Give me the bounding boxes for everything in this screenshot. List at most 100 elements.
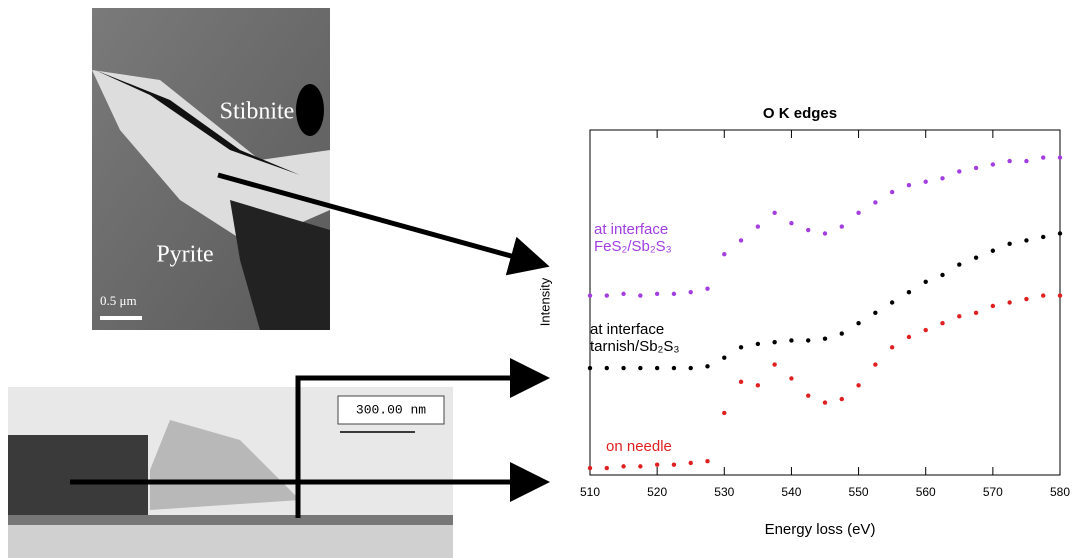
data-point [856,383,860,387]
data-point [856,321,860,325]
data-point [806,338,810,342]
data-point [705,459,709,463]
data-point [890,300,894,304]
data-point [940,176,944,180]
data-point [772,362,776,366]
data-point [991,304,995,308]
data-point [605,366,609,370]
data-point [806,228,810,232]
data-point [991,162,995,166]
data-point [739,345,743,349]
plot-frame [590,130,1060,475]
data-point [789,376,793,380]
data-point [689,290,693,294]
data-point [655,462,659,466]
label-pyrite: Pyrite [156,242,213,268]
data-point [907,335,911,339]
data-point [873,200,877,204]
data-point [621,292,625,296]
data-point [1007,300,1011,304]
data-point [974,255,978,259]
data-point [1007,159,1011,163]
data-point [1041,235,1045,239]
data-point [806,393,810,397]
x-tick-label: 580 [1050,485,1070,499]
data-point [655,292,659,296]
data-point [638,464,642,468]
data-point [991,249,995,253]
data-point [1024,159,1028,163]
series-label: tarnish/Sb₂S₃ [590,338,679,355]
data-point [722,356,726,360]
data-point [840,397,844,401]
data-point [873,311,877,315]
scale-bar-label: 300.00 nm [356,402,426,417]
data-point [924,280,928,284]
x-tick-label: 540 [781,485,801,499]
data-point [1024,297,1028,301]
micrograph-top: Stibnite Pyrite 0.5 μm [92,8,330,330]
page: Stibnite Pyrite 0.5 μm 300.00 nm O K edg… [0,0,1079,558]
data-point [638,293,642,297]
series-label: at interface [594,221,668,238]
data-point [1058,293,1062,297]
data-point [940,273,944,277]
data-point [705,364,709,368]
x-tick-label: 530 [714,485,734,499]
data-point [588,366,592,370]
x-tick-label: 550 [849,485,869,499]
data-point [924,180,928,184]
data-point [588,466,592,470]
data-point [873,362,877,366]
figure: Stibnite Pyrite 0.5 μm 300.00 nm O K edg… [0,0,1079,558]
series-label: FeS₂/Sb₂S₃ [594,238,672,255]
data-point [1058,231,1062,235]
data-point [1007,242,1011,246]
x-tick-label: 560 [916,485,936,499]
data-point [1041,293,1045,297]
data-point [739,380,743,384]
data-point [672,292,676,296]
chart-title: O K edges [763,105,837,122]
x-tick-label: 570 [983,485,1003,499]
data-point [823,231,827,235]
data-point [772,340,776,344]
data-point [957,169,961,173]
data-point [823,400,827,404]
x-tick-label: 520 [647,485,667,499]
data-point [705,287,709,291]
data-point [672,462,676,466]
data-point [789,338,793,342]
scale-bar-label: 0.5 μm [100,293,137,308]
data-point [722,252,726,256]
data-point [672,366,676,370]
data-point [689,366,693,370]
data-point [739,238,743,242]
data-point [605,466,609,470]
data-point [756,342,760,346]
data-point [621,464,625,468]
data-point [1058,155,1062,159]
x-tick-label: 510 [580,485,600,499]
data-point [756,383,760,387]
data-point [621,366,625,370]
data-point [1041,155,1045,159]
data-point [840,331,844,335]
data-point [957,314,961,318]
data-point [907,290,911,294]
chart: O K edges Energy loss (eV) Intensity 510… [537,105,1070,538]
data-point [974,311,978,315]
data-point [957,262,961,266]
series-label: on needle [606,438,672,455]
data-point [655,366,659,370]
data-point [840,224,844,228]
data-point [823,337,827,341]
data-point [638,366,642,370]
data-point [605,293,609,297]
data-point [772,211,776,215]
data-point [974,166,978,170]
data-point [890,190,894,194]
data-point [1024,238,1028,242]
data-point [756,224,760,228]
data-point [924,328,928,332]
